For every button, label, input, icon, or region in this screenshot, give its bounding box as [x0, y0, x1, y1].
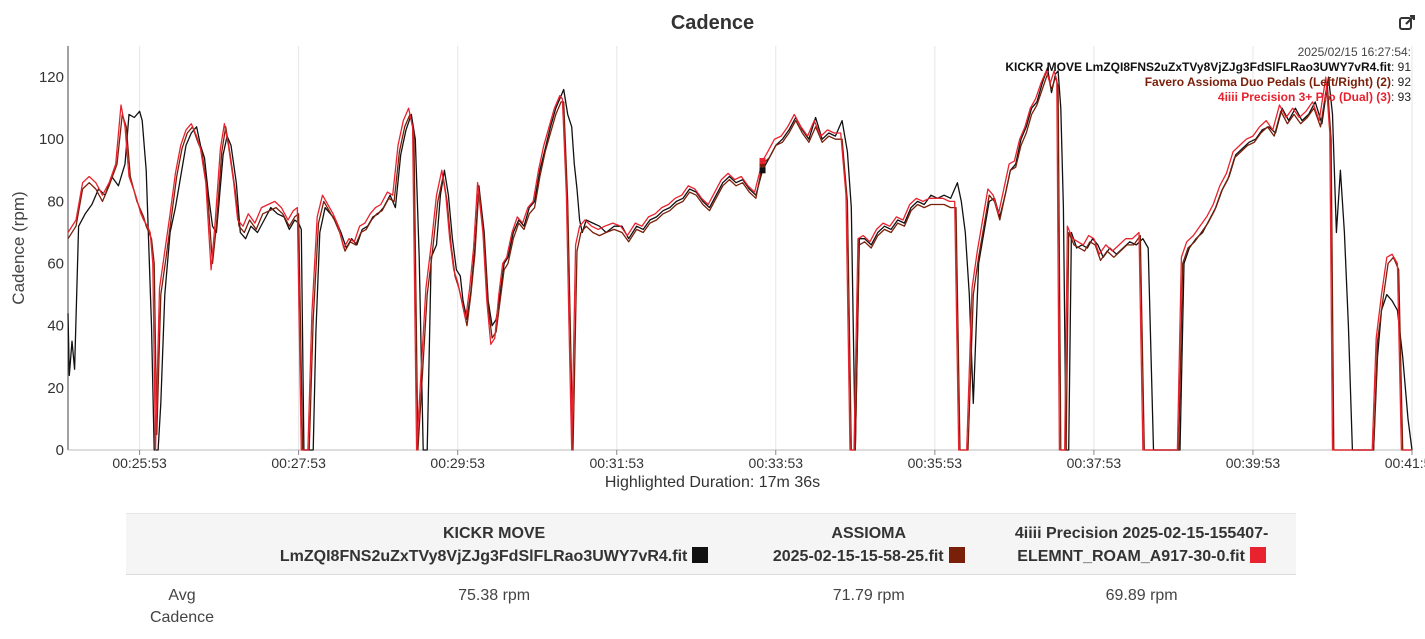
- x-axis-ticks: 00:25:53 00:27:53 00:29:53 00:31:53 00:33:53…: [112, 450, 1425, 470]
- stats-table: KICKR MOVE LmZQI8FNS2uZxTVy8VjZJg3FdSlFL…: [126, 513, 1296, 639]
- stat-value: 71.79 rpm: [832, 587, 905, 604]
- tooltip-value: 92: [1397, 75, 1411, 89]
- tooltip-value: 93: [1397, 90, 1411, 104]
- tooltip-series-name: Favero Assioma Duo Pedals (Left/Right) (…: [1144, 75, 1391, 89]
- legend-swatch: [1249, 547, 1266, 563]
- legend-swatch: [692, 547, 709, 563]
- y-tick-label: 80: [47, 193, 64, 210]
- x-tick-label: 00:37:53: [1067, 455, 1122, 470]
- cursor-marker: [759, 167, 766, 174]
- y-tick-label: 120: [39, 69, 64, 86]
- y-axis-ticks: 0 20 40 60 80 100 120: [39, 69, 64, 459]
- tooltip-series-name: KICKR MOVE LmZQI8FNS2uZxTVy8VjZJg3FdSlFL…: [1005, 60, 1391, 74]
- x-tick-label: 00:27:53: [271, 455, 326, 470]
- x-tick-label: 00:33:53: [749, 455, 804, 470]
- edit-icon[interactable]: [1398, 14, 1416, 32]
- stats-column-header: KICKR MOVE LmZQI8FNS2uZxTVy8VjZJg3FdSlFL…: [238, 513, 751, 575]
- tooltip-entry: KICKR MOVE LmZQI8FNS2uZxTVy8VjZJg3FdSlFL…: [1005, 60, 1411, 74]
- tooltip-series-name: 4iiii Precision 3+ Pro (Dual) (3): [1217, 90, 1391, 104]
- hover-tooltip: 2025/02/15 16:27:54: KICKR MOVE LmZQI8FN…: [1005, 45, 1411, 105]
- x-tick-label: 00:25:53: [112, 455, 167, 470]
- tooltip-value: 91: [1397, 60, 1411, 74]
- series-line-3: [67, 70, 1412, 451]
- series-line-1: [67, 67, 1413, 451]
- cursor-marker: [759, 161, 766, 168]
- y-tick-label: 40: [47, 318, 64, 335]
- x-tick-label: 00:31:53: [589, 455, 644, 470]
- row-label-line: Avg: [168, 587, 196, 604]
- highlighted-duration: Highlighted Duration: 17m 36s: [604, 474, 821, 491]
- y-tick-label: 0: [56, 442, 64, 459]
- x-tick-label: 00:41:53: [1385, 455, 1425, 470]
- x-tick-label: 00:39:53: [1226, 455, 1281, 470]
- y-axis-label: Cadence (rpm): [9, 191, 28, 304]
- cadence-chart[interactable]: 0 20 40 60 80 100 120 00:25:53 00:27:53 00:29:53…: [0, 0, 1425, 470]
- column-title: KICKR MOVE: [443, 525, 546, 542]
- y-tick-label: 100: [39, 131, 64, 148]
- y-tick-label: 60: [47, 256, 64, 273]
- x-tick-label: 00:29:53: [430, 455, 485, 470]
- series-layer: [67, 67, 1413, 451]
- y-tick-label: 20: [47, 380, 64, 397]
- column-title: ASSIOMA: [831, 525, 907, 542]
- x-tick-label: 00:35:53: [908, 455, 963, 470]
- series-line-2: [67, 73, 1412, 451]
- row-label-line: Cadence: [149, 609, 215, 626]
- legend-swatch: [948, 547, 965, 563]
- column-file: ELEMNT_ROAM_A917-30-0.fit: [1017, 548, 1245, 565]
- stats-row-avg-cadence: Avg Cadence 75.38 rpm 71.79 rpm 69.89 rp…: [126, 575, 1296, 639]
- column-file: 2025-02-15-15-58-25.fit: [772, 548, 944, 565]
- column-title: 4iiii Precision 2025-02-15-155407-: [1014, 525, 1269, 542]
- tooltip-time: 2025/02/15 16:27:54:: [1297, 45, 1411, 59]
- chart-title: Cadence: [670, 12, 755, 34]
- row-label: Avg Cadence: [126, 575, 238, 639]
- stat-value: 69.89 rpm: [1105, 587, 1178, 604]
- tooltip-entry: 4iiii Precision 3+ Pro (Dual) (3): 93: [1217, 90, 1411, 104]
- tooltip-entry: Favero Assioma Duo Pedals (Left/Right) (…: [1144, 75, 1411, 89]
- stats-corner-cell: [126, 513, 238, 575]
- column-file: LmZQI8FNS2uZxTVy8VjZJg3FdSlFLRao3UWY7vR4…: [279, 548, 688, 565]
- stat-value: 75.38 rpm: [458, 587, 531, 604]
- stats-header-row: KICKR MOVE LmZQI8FNS2uZxTVy8VjZJg3FdSlFL…: [126, 513, 1296, 575]
- chart-grid: [67, 46, 1413, 451]
- stats-column-header: 4iiii Precision 2025-02-15-155407- ELEMN…: [987, 513, 1296, 575]
- stats-column-header: ASSIOMA 2025-02-15-15-58-25.fit: [750, 513, 988, 575]
- cursor-marker: [759, 157, 766, 164]
